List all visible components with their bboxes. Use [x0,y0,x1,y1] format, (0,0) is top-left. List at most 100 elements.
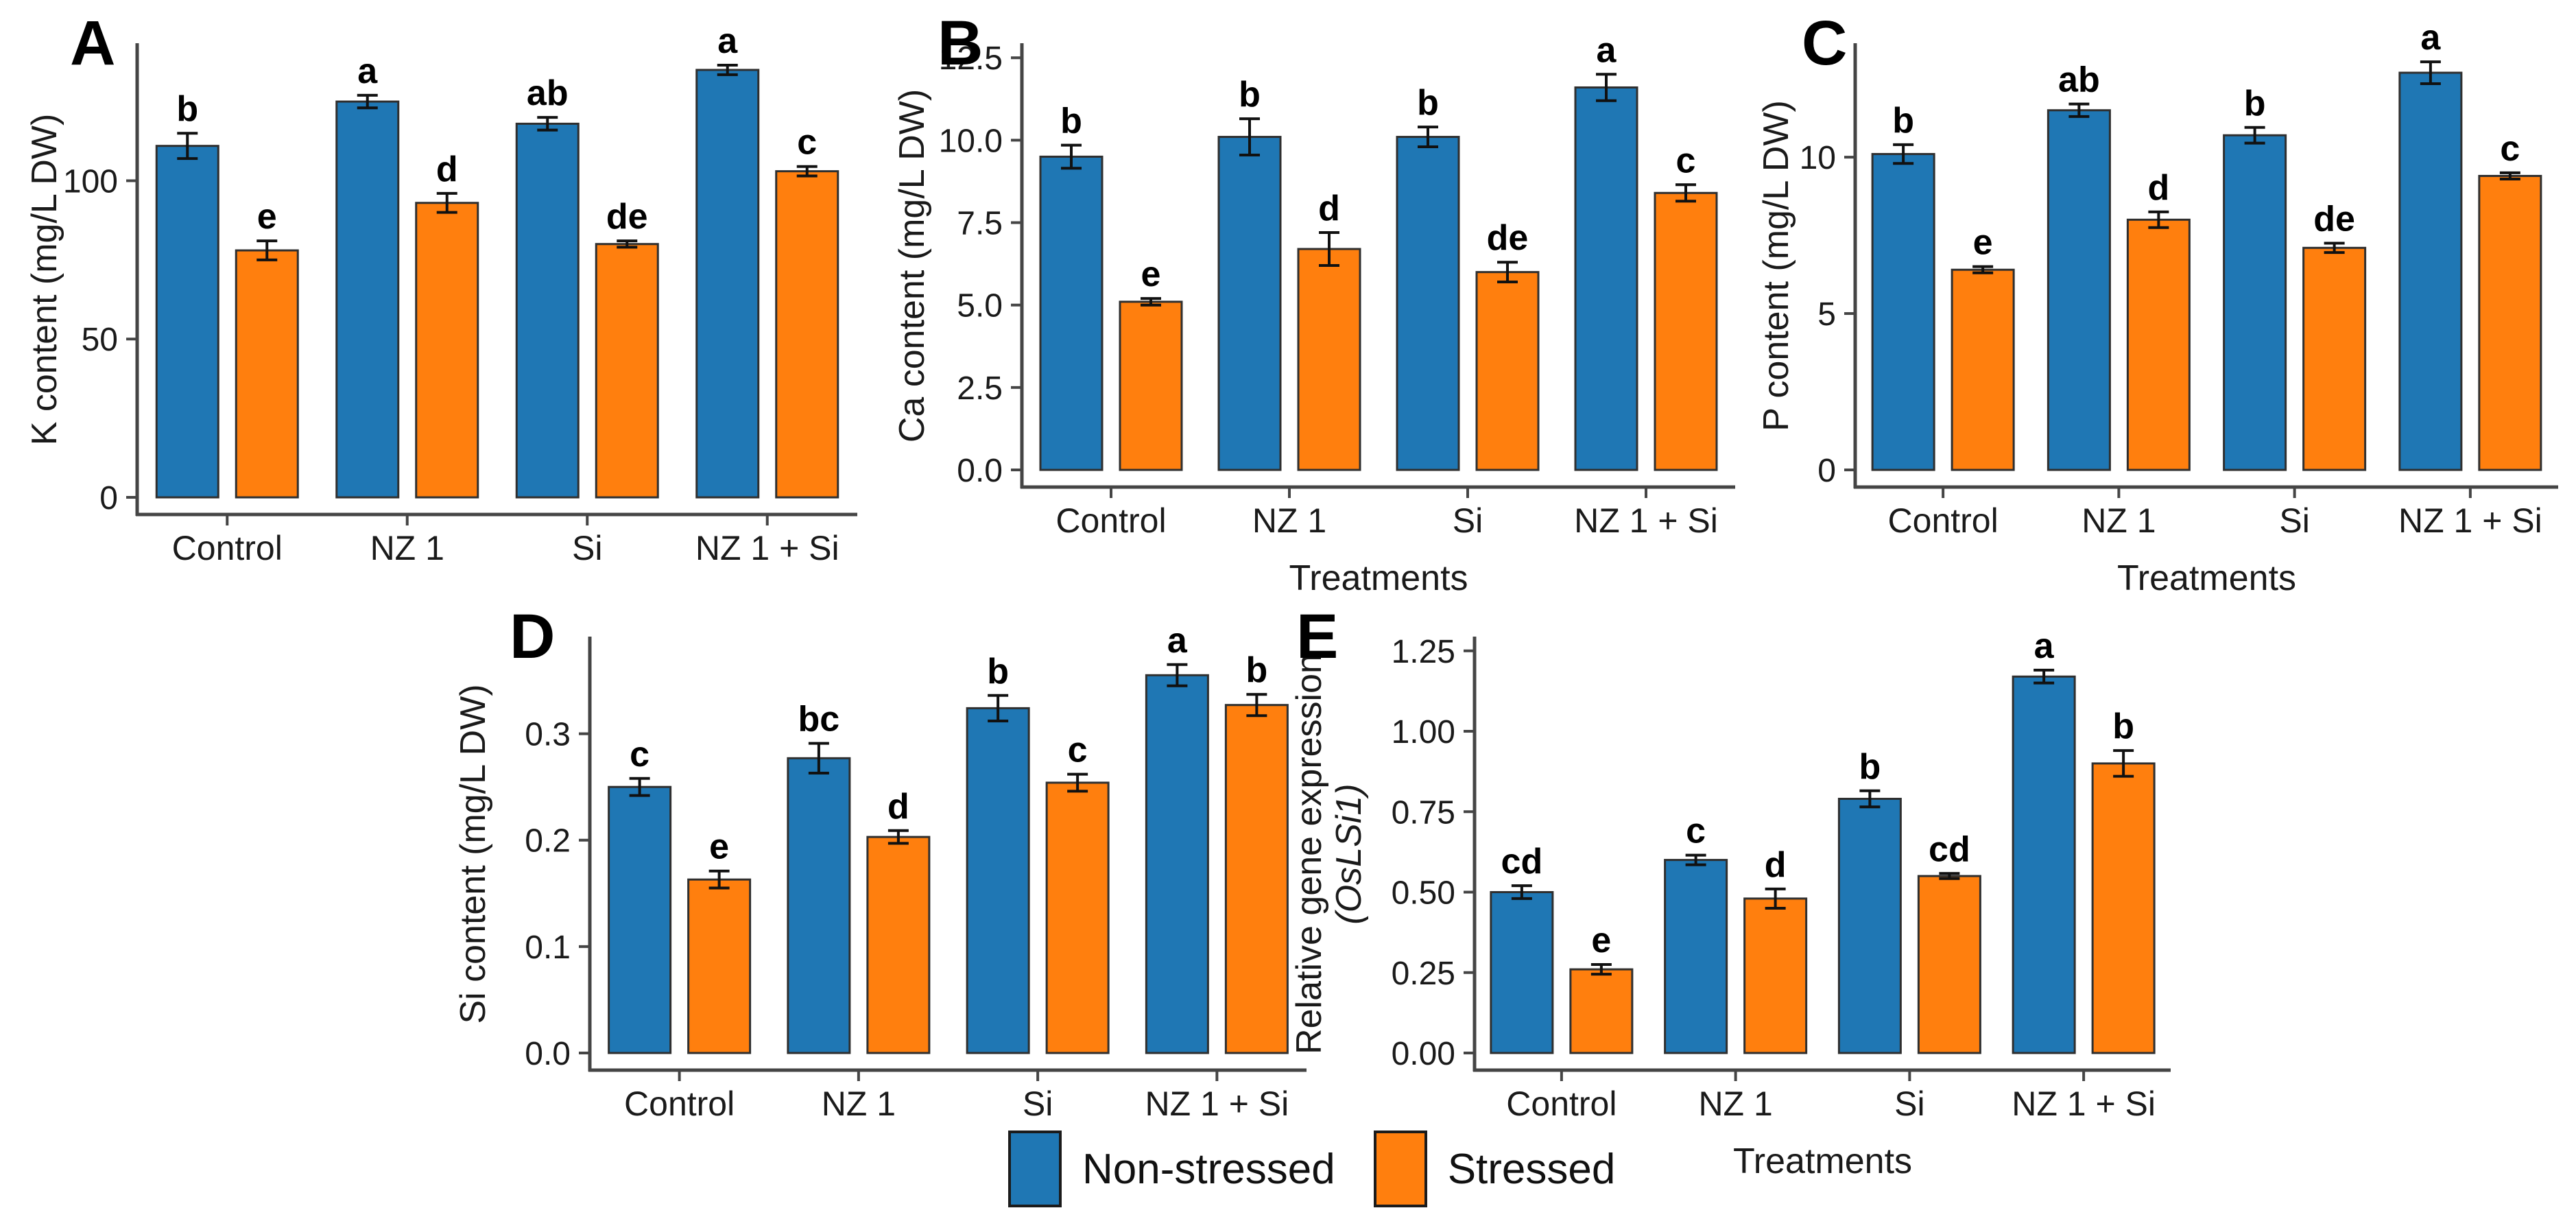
y-tick-label: 1.00 [1392,714,1455,750]
y-tick-label: 0 [99,480,118,517]
significance-letter: e [257,197,277,237]
bar [1396,136,1460,471]
significance-letter: c [797,123,817,163]
y-tick-label: 50 [82,322,118,358]
bar [2398,71,2463,471]
svg-text:K content (mg/L DW): K content (mg/L DW) [25,114,64,446]
bar [1217,136,1282,471]
bar [1224,704,1289,1054]
bar [415,202,479,499]
x-tick-label: NZ 1 + Si [1145,1085,1289,1123]
significance-letter: b [1245,650,1267,690]
y-tick-label: 12.5 [939,40,1003,77]
bar [1569,968,1634,1054]
x-tick-label: NZ 1 + Si [2398,501,2542,540]
significance-letter: d [1765,845,1787,885]
x-tick-label: Control [1888,501,1999,540]
significance-letter: a [717,21,738,61]
significance-letter: de [1487,218,1529,258]
x-tick-label: NZ 1 [1698,1085,1772,1123]
y-tick-label: 0.75 [1392,794,1455,831]
significance-letter: b [176,89,198,129]
y-tick-label: 0.2 [525,823,571,860]
y-axis-title: Ca content (mg/L DW) [892,89,932,442]
x-tick-label: NZ 1 [1252,501,1326,540]
bar [1490,891,1554,1054]
svg-text:Si content (mg/L DW): Si content (mg/L DW) [453,684,493,1023]
significance-letter: b [2112,707,2134,746]
chart-canvas-c: b e Control ab d NZ 1 b de Si a c NZ 1 + Si 0 5 10P co… [1756,18,2558,598]
bar [2047,109,2111,471]
panel-letter-a: A [70,8,116,78]
significance-letter: d [436,150,458,189]
x-tick-label: Control [624,1085,735,1123]
y-tick-label: 5 [1817,296,1836,333]
y-tick-label: 10.0 [939,123,1003,159]
significance-letter: de [2313,199,2355,239]
chart-panel-b: B b e Control b d NZ 1 b de Si a c NZ 1 + Si 0.0 2.5 5… [888,3,1745,624]
bar [2223,134,2287,471]
bar [966,707,1030,1054]
y-axis-title: Relative gene expression(OsLSi1) [1289,654,1369,1054]
bar [1951,268,2015,471]
bar [235,249,299,499]
y-tick-label: 0.1 [525,930,571,966]
x-tick-label: NZ 1 [822,1085,896,1123]
significance-letter: cd [1929,829,1970,869]
x-tick-label: NZ 1 + Si [1574,501,1718,540]
x-tick-label: Si [572,529,602,567]
x-tick-label: NZ 1 + Si [695,529,839,567]
significance-letter: a [2034,626,2055,666]
bar [787,757,851,1054]
legend-item-non-stressed: Non-stressed [1008,1131,1335,1207]
significance-letter: b [1060,102,1082,141]
svg-text:Relative gene expression(OsLSi: Relative gene expression(OsLSi1) [1289,654,1369,1054]
bar [1917,875,1981,1054]
chart-panel-d: D c e Control bc d NZ 1 b c Si a b NZ 1 + Si 0.0 0.1 0… [449,597,1317,1156]
significance-letter: bc [798,700,840,739]
significance-letter: b [1892,101,1914,141]
y-tick-label: 0.0 [957,453,1003,489]
bar [1654,191,1718,471]
panel-letter-b: B [938,8,983,78]
x-axis-title: Treatments [1289,558,1468,598]
significance-letter: d [887,787,909,827]
bar [608,785,672,1054]
x-tick-label: Si [1453,501,1483,540]
y-tick-label: 100 [63,163,118,200]
bar [1297,248,1361,471]
significance-letter: a [2420,18,2441,58]
y-tick-label: 5.0 [957,288,1003,324]
chart-canvas-a: b e Control a d NZ 1 ab de Si a c NZ 1 + Si 0 50 100K … [25,21,857,567]
significance-letter: c [630,735,649,774]
bar [515,122,580,499]
x-tick-label: NZ 1 [370,529,444,567]
x-tick-label: Control [172,529,283,567]
bar [2012,675,2076,1054]
significance-letter: c [2500,129,2520,169]
x-tick-label: NZ 1 + Si [2012,1085,2156,1123]
bar [2091,762,2156,1054]
bar [1475,271,1540,471]
bar [2302,246,2367,471]
legend-label: Stressed [1447,1145,1616,1193]
bar [1145,674,1209,1054]
x-tick-label: Si [1894,1085,1924,1123]
x-axis-title: Treatments [1733,1141,1912,1181]
x-tick-label: Control [1056,501,1166,540]
y-tick-label: 1.25 [1392,634,1455,670]
significance-letter: cd [1501,842,1543,881]
bar [2126,218,2191,471]
y-axis-title: K content (mg/L DW) [25,114,64,446]
significance-letter: b [2244,84,2266,123]
significance-letter: e [1973,223,1993,263]
significance-letter: e [1591,921,1611,960]
x-tick-label: Si [1023,1085,1053,1123]
panel-letter-d: D [510,602,556,672]
bar [1119,300,1183,471]
figure-legend: Non-stressed Stressed [1008,1131,1615,1207]
significance-letter: ab [527,73,569,113]
y-tick-label: 0.3 [525,717,571,753]
